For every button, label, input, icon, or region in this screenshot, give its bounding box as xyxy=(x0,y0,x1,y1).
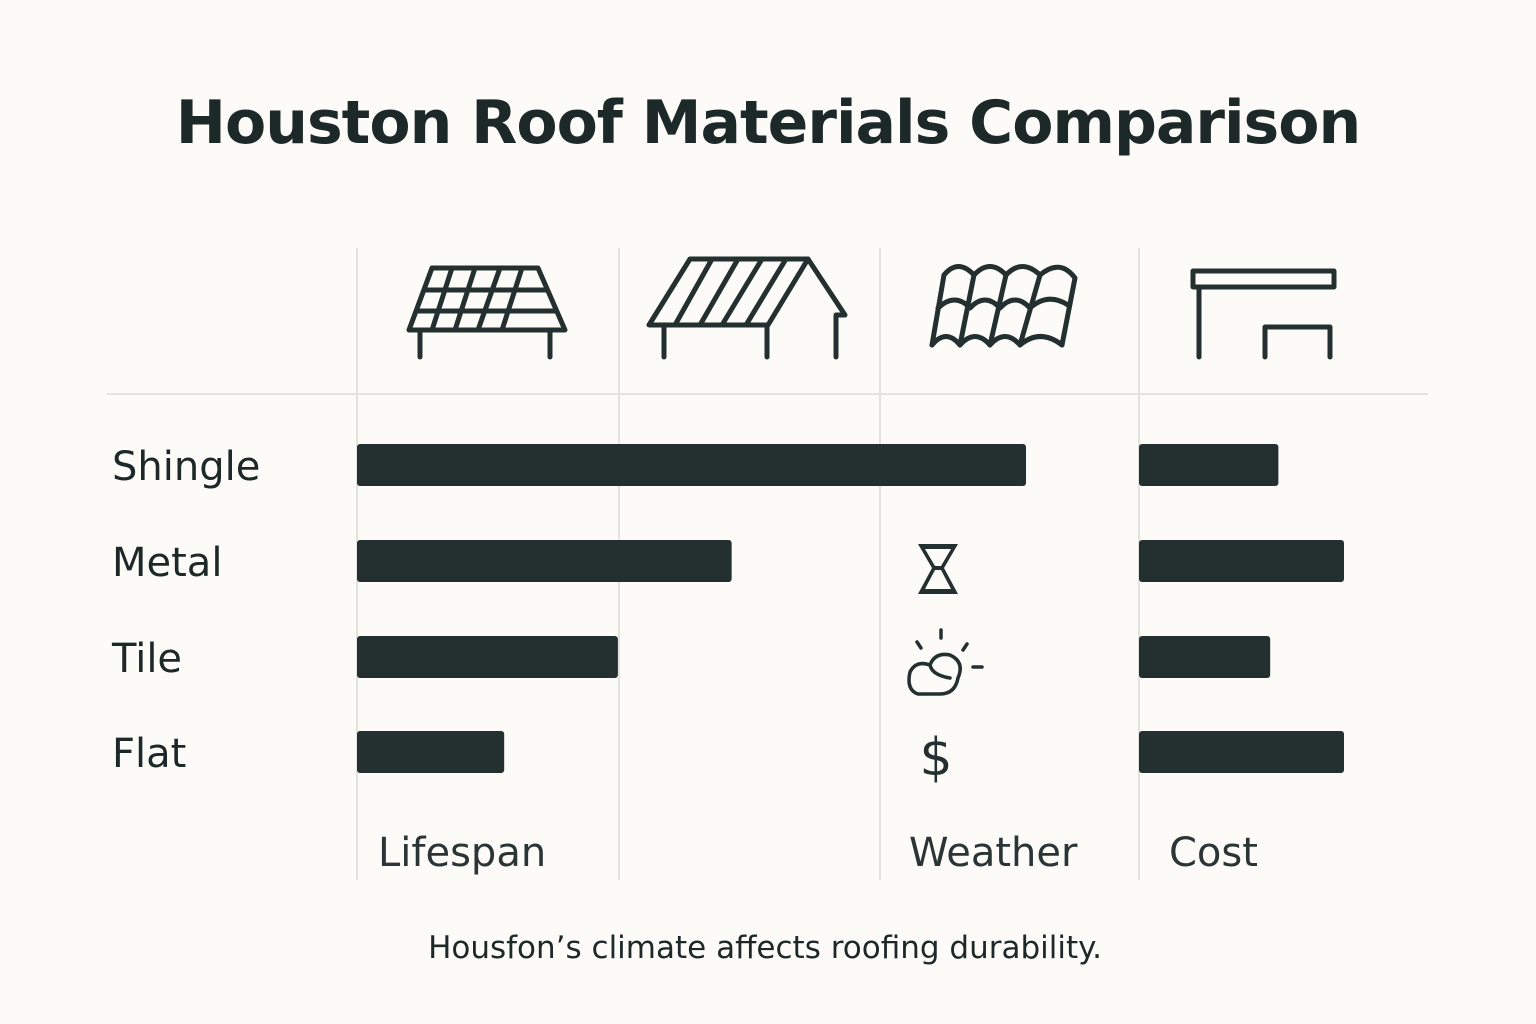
bar-lifespan-metal xyxy=(357,540,732,582)
dollar-icon: $ xyxy=(919,728,952,788)
flat-roof-icon xyxy=(1190,268,1337,360)
column-label-weather: Weather xyxy=(909,830,1078,876)
bar-cost-flat xyxy=(1139,731,1344,773)
gable-roof-icon xyxy=(646,256,848,360)
bar-cost-tile xyxy=(1139,636,1271,678)
bar-lifespan-shingle xyxy=(357,444,1026,486)
row-label-shingle: Shingle xyxy=(112,444,260,490)
row-label-flat: Flat xyxy=(112,731,186,777)
row-label-metal: Metal xyxy=(112,540,222,586)
sun-cloud-icon xyxy=(907,628,984,696)
chart-caption: Housfon’s climate affects roofing durabi… xyxy=(428,930,1102,966)
bar-lifespan-flat xyxy=(357,731,505,773)
tile-roof-icon xyxy=(929,264,1078,348)
bar-cost-shingle xyxy=(1139,444,1279,486)
hourglass-icon xyxy=(918,544,958,594)
solar-panel-roof-icon xyxy=(406,265,568,360)
bar-cost-metal xyxy=(1139,540,1344,582)
chart-title: Houston Roof Materials Comparison xyxy=(175,88,1361,158)
column-label-cost: Cost xyxy=(1169,830,1258,876)
bar-lifespan-tile xyxy=(357,636,618,678)
column-label-lifespan: Lifespan xyxy=(378,830,546,876)
row-label-tile: Tile xyxy=(111,636,182,682)
